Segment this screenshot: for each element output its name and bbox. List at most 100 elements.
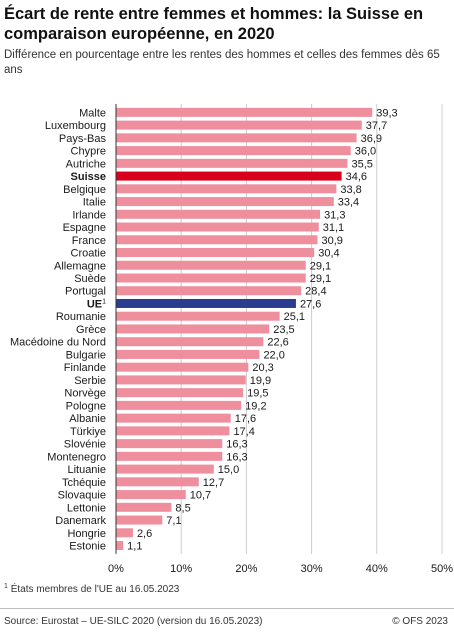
bar-chart: MalteLuxembourgPays-BasChypreAutricheSui… <box>10 104 453 575</box>
category-label: Belgique <box>63 184 106 196</box>
value-label: 19,9 <box>250 375 271 387</box>
bar <box>116 133 357 143</box>
value-label: 35,5 <box>351 158 372 170</box>
bar <box>116 235 318 245</box>
value-label: 31,3 <box>324 209 345 221</box>
category-label: UE1 <box>87 298 106 310</box>
bar <box>116 311 280 321</box>
category-label: Espagne <box>63 222 106 234</box>
category-label: France <box>72 235 106 247</box>
value-label: 19,5 <box>247 388 268 400</box>
bar <box>116 273 306 283</box>
value-label: 30,4 <box>318 248 339 260</box>
x-tick-label: 0% <box>108 563 124 575</box>
category-label: Hongrie <box>67 528 106 540</box>
category-label: Malte <box>79 107 106 119</box>
value-label: 29,1 <box>310 260 331 272</box>
category-label: Slovaquie <box>58 490 106 502</box>
category-label: Italie <box>83 197 106 209</box>
category-label: Roumanie <box>56 311 106 323</box>
chart-title: Écart de rente entre femmes et hommes: l… <box>4 5 424 43</box>
category-label: Montenegro <box>47 451 106 463</box>
category-label: Serbie <box>74 375 106 387</box>
bar <box>116 107 373 117</box>
bar <box>116 222 319 232</box>
category-label: Albanie <box>69 413 106 425</box>
bars <box>116 107 373 551</box>
value-label: 16,3 <box>226 439 247 451</box>
x-tick-label: 40% <box>366 563 388 575</box>
value-label: 30,9 <box>321 235 342 247</box>
category-label: Pologne <box>66 400 106 412</box>
value-label: 22,6 <box>267 337 288 349</box>
bar <box>116 477 199 487</box>
value-label: 2,6 <box>137 528 152 540</box>
x-axis-ticks: 0% 10% 20% 30% 40% 50% <box>108 563 453 575</box>
category-label: Macédoine du Nord <box>10 337 106 349</box>
category-label: Türkiye <box>70 426 106 438</box>
category-label: Slovénie <box>64 439 106 451</box>
value-label: 12,7 <box>203 477 224 489</box>
bar <box>116 528 133 538</box>
category-label: Allemagne <box>54 260 106 272</box>
bar <box>116 400 242 410</box>
category-label: Pays-Bas <box>59 133 107 145</box>
value-label: 33,4 <box>338 197 359 209</box>
value-label: 17,6 <box>235 413 256 425</box>
category-label: Suède <box>74 273 106 285</box>
value-label: 37,7 <box>366 120 387 132</box>
value-label: 8,5 <box>175 502 190 514</box>
bar <box>116 541 124 551</box>
category-label: Danemark <box>55 515 106 527</box>
value-label: 25,1 <box>284 311 305 323</box>
category-label: Estonie <box>69 541 106 553</box>
bar <box>116 260 306 270</box>
category-label: Suisse <box>71 171 106 183</box>
bar <box>116 324 270 334</box>
bar <box>116 146 351 156</box>
bar <box>116 426 230 436</box>
bar <box>116 158 348 168</box>
value-label: 36,0 <box>355 146 376 158</box>
value-label: 34,6 <box>346 171 367 183</box>
bar <box>116 413 231 423</box>
x-tick-label: 10% <box>170 563 192 575</box>
category-label: Lettonie <box>67 502 106 514</box>
value-label: 39,3 <box>376 107 397 119</box>
category-label: Autriche <box>66 158 106 170</box>
value-labels: 39,337,736,936,035,534,633,833,431,331,1… <box>127 107 397 552</box>
bar <box>116 120 362 130</box>
bar <box>116 197 334 207</box>
category-labels: MalteLuxembourgPays-BasChypreAutricheSui… <box>10 107 107 552</box>
bar <box>116 184 337 194</box>
category-label: Tchéquie <box>62 477 106 489</box>
footnote: 1 États membres de l'UE au 16.05.2023 <box>4 583 179 595</box>
x-tick-label: 30% <box>301 563 323 575</box>
value-label: 10,7 <box>190 490 211 502</box>
category-label: Portugal <box>65 286 106 298</box>
value-label: 7,1 <box>166 515 181 527</box>
value-label: 1,1 <box>127 541 142 553</box>
footer-divider <box>0 608 454 609</box>
value-label: 29,1 <box>310 273 331 285</box>
value-label: 31,1 <box>323 222 344 234</box>
value-label: 23,5 <box>273 324 294 336</box>
category-label: Bulgarie <box>66 349 106 361</box>
value-label: 16,3 <box>226 451 247 463</box>
bar <box>116 171 342 181</box>
value-label: 33,8 <box>340 184 361 196</box>
bar <box>116 515 163 525</box>
bar <box>116 502 172 512</box>
category-label: Irlande <box>72 209 106 221</box>
value-label: 22,0 <box>263 349 284 361</box>
bar <box>116 209 321 219</box>
footnote-mark: 1 <box>4 583 8 590</box>
value-label: 27,6 <box>300 298 321 310</box>
category-label: Croatie <box>71 248 106 260</box>
category-label: Luxembourg <box>45 120 106 132</box>
category-label: Norvège <box>64 388 106 400</box>
value-label: 20,3 <box>252 362 273 374</box>
bar <box>116 349 260 359</box>
bar <box>116 337 264 347</box>
x-tick-label: 50% <box>431 563 453 575</box>
